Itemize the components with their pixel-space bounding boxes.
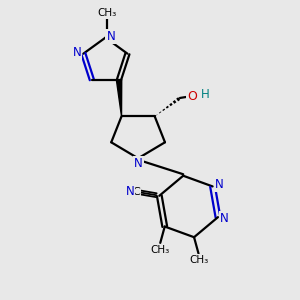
Text: O: O <box>188 90 197 103</box>
Text: N: N <box>73 46 81 59</box>
Text: N: N <box>215 178 224 191</box>
Text: CH₃: CH₃ <box>97 8 116 18</box>
Text: N: N <box>106 30 115 43</box>
Polygon shape <box>116 80 122 116</box>
Text: CH₃: CH₃ <box>189 255 208 266</box>
Text: CH₃: CH₃ <box>151 245 170 255</box>
Text: N: N <box>134 157 142 170</box>
Text: N: N <box>220 212 229 225</box>
Text: C: C <box>133 187 140 197</box>
Text: N: N <box>125 185 134 198</box>
Text: H: H <box>201 88 210 101</box>
